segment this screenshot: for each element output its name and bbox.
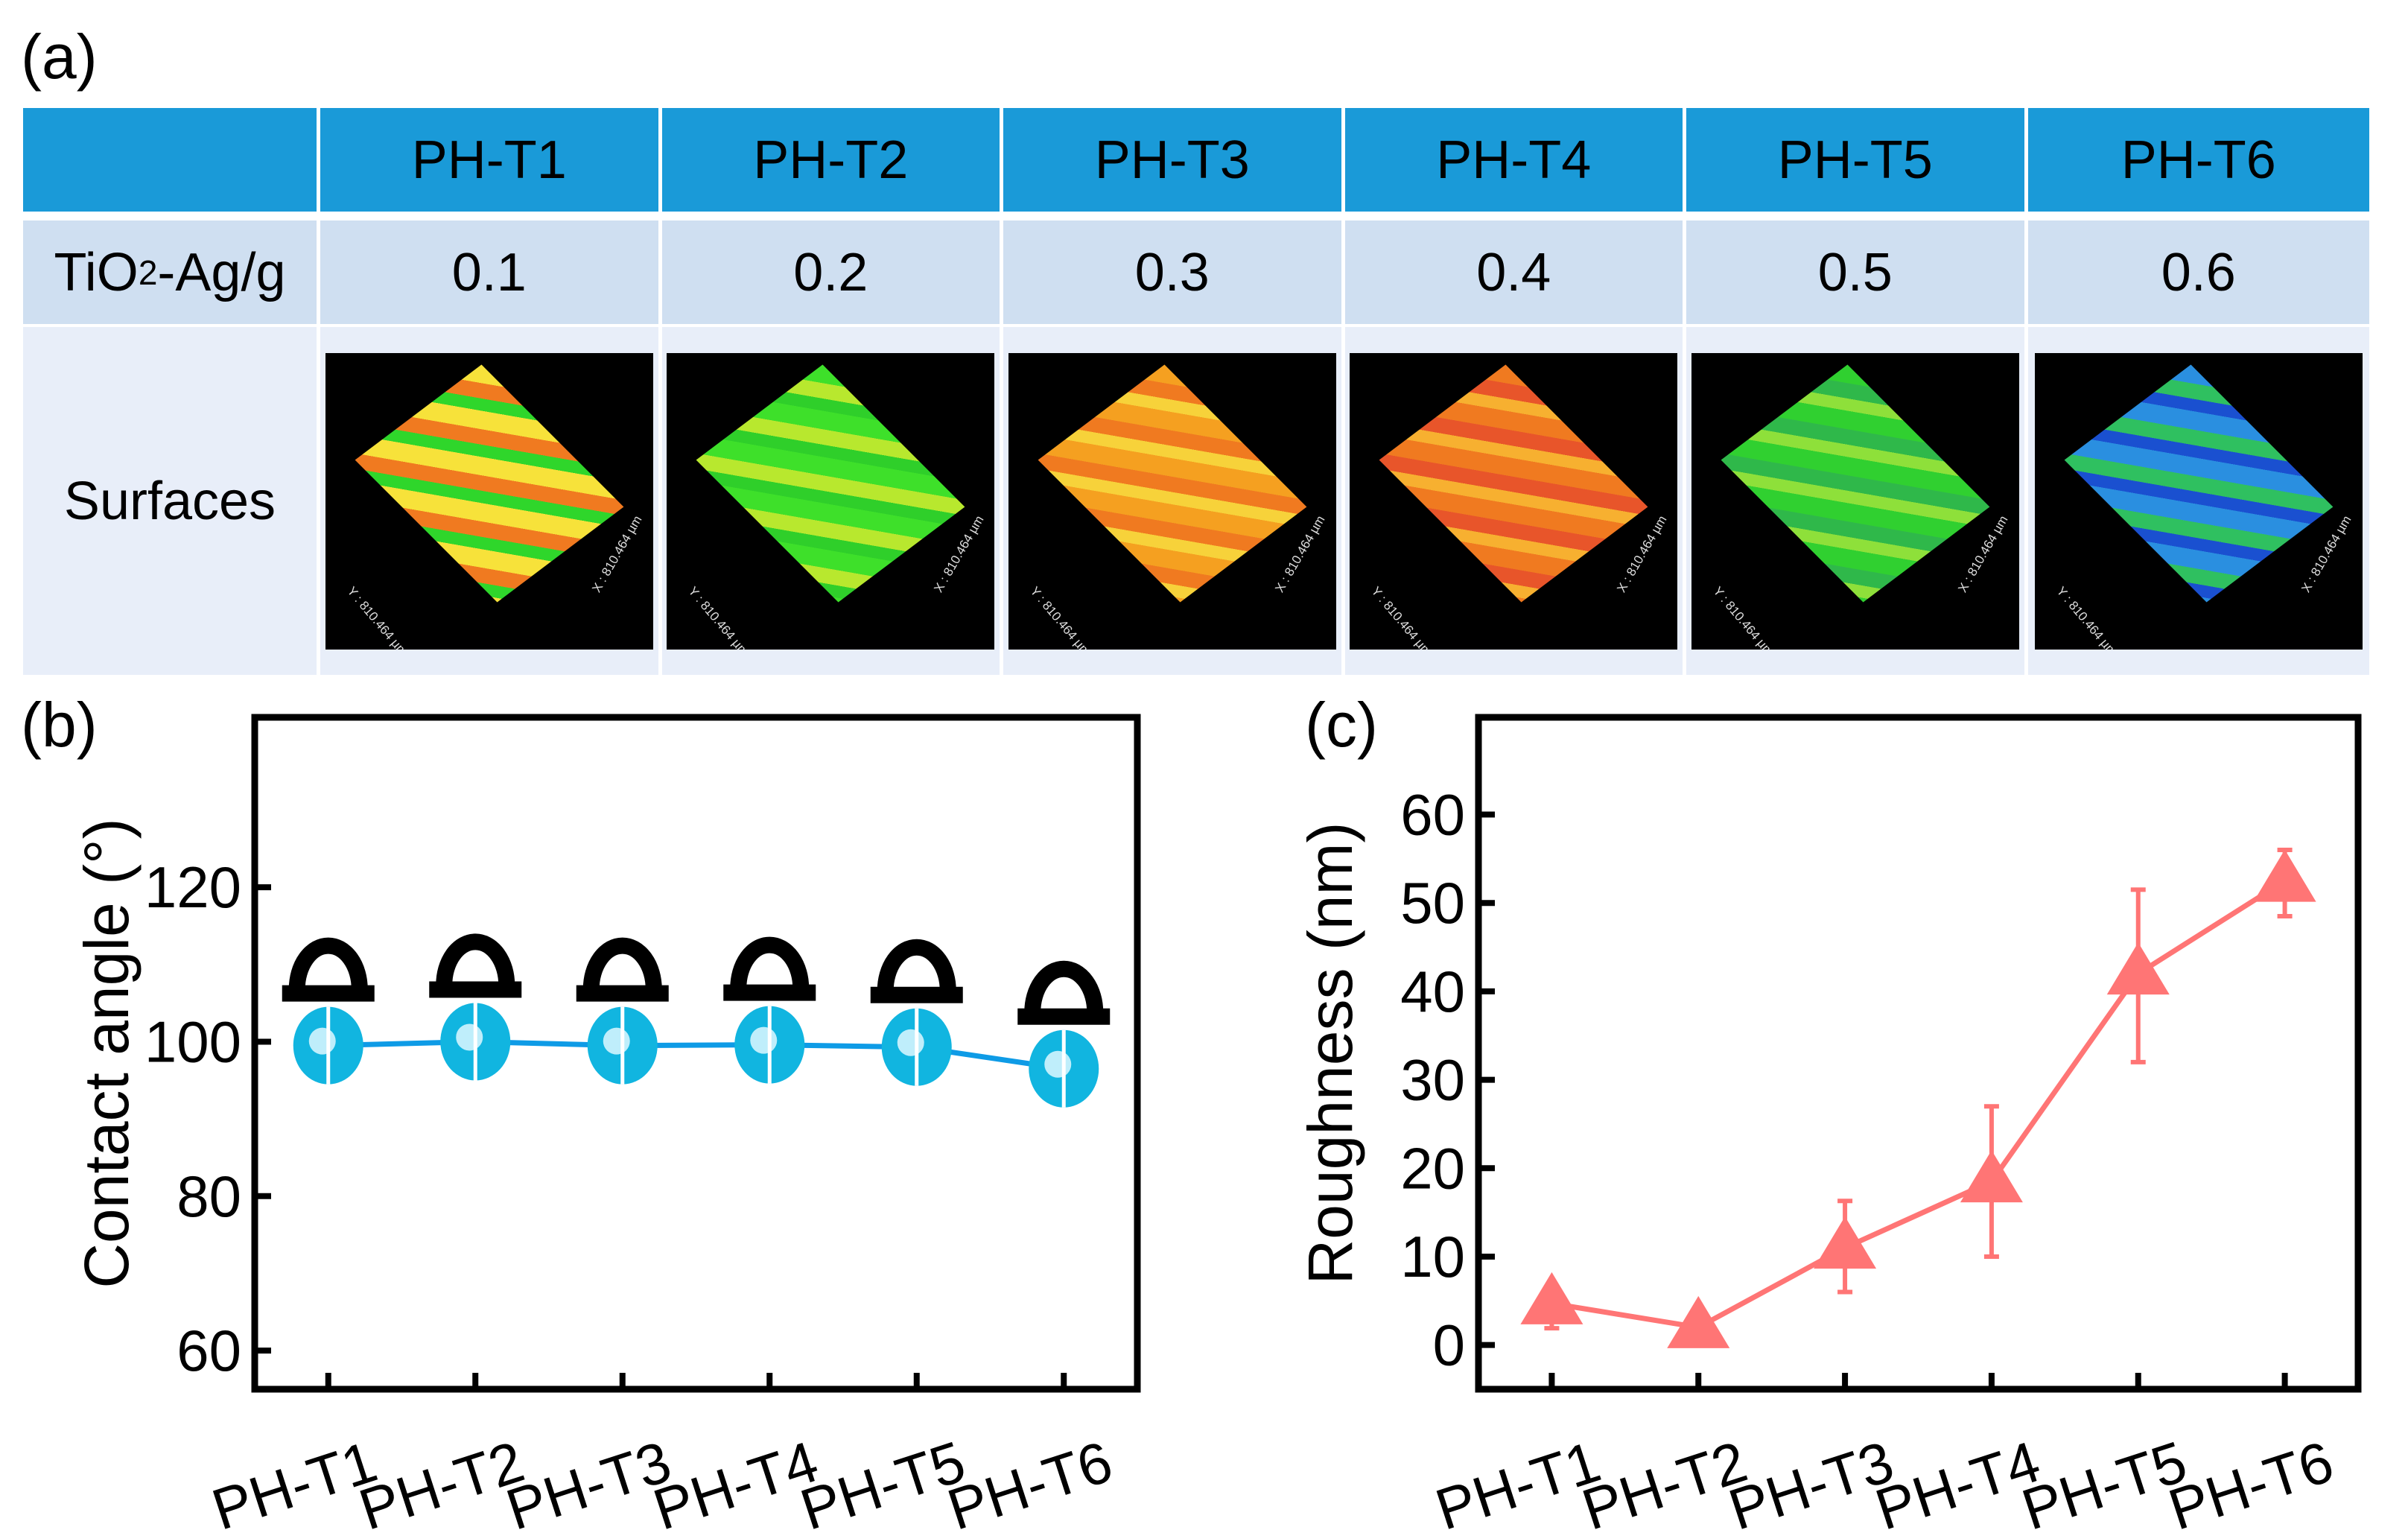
loading-row: TiO 2 -Ag/g 0.1 0.2 0.3 0.4 0.5 0.6 [23,220,2369,324]
y-tick-label: 50 [1400,870,1465,936]
y-tick-label: 60 [1400,782,1465,848]
surface-3d-image: Y : 810.464 µm X : 810.464 µm [667,352,995,650]
data-point-marker [1667,1295,1730,1348]
y-tick-label: 20 [1400,1135,1465,1201]
x-tick-label: PH-T6 [940,1428,1120,1530]
header-cell: PH-T1 [320,108,662,212]
panel-label-a: (a) [21,22,98,92]
data-point-marker [1960,1150,2023,1203]
droplet-image [723,936,816,1001]
data-point-marker [2253,849,2316,902]
data-point-marker [1520,1272,1583,1324]
droplet-image [870,939,963,1003]
y-axis-label: Contact angle (°) [72,818,142,1288]
droplet-image [282,937,375,1002]
surface-cell: Y : 810.464 µm X : 810.464 µm [2028,327,2370,675]
loading-value-cell: 0.3 [1003,220,1345,324]
droplet-image [576,937,669,1002]
marker-highlight [456,1023,483,1051]
series-line [1551,878,2287,1330]
panel-label-c: (c) [1305,690,1378,760]
y-tick-label: 0 [1433,1312,1465,1378]
surface-cell: Y : 810.464 µm X : 810.464 µm [662,327,1003,675]
y-tick-label: 10 [1400,1224,1465,1289]
y-tick-label: 120 [144,854,241,920]
y-axis-label: Roughness (nm) [1295,822,1365,1285]
chart-0: 6080100120PH-T1PH-T2PH-T3PH-T4PH-T5PH-T6… [72,714,1141,1530]
surface-cell: Y : 810.464 µm X : 810.464 µm [1686,327,2028,675]
y-tick-label: 80 [177,1164,241,1229]
surface-3d-image: Y : 810.464 µm X : 810.464 µm [1350,352,1678,650]
y-tick-label: 100 [144,1009,241,1074]
marker-highlight [750,1026,778,1054]
panel-label-b: (b) [21,690,98,760]
axes-frame [251,714,1141,1393]
marker-highlight [1044,1050,1072,1078]
table-header-row: PH-T1 PH-T2 PH-T3 PH-T4 PH-T5 PH-T6 [23,108,2369,212]
surfaces-row: Surfaces Y : 810.464 µm X : 810.464 µm Y :… [23,327,2369,675]
header-cell: PH-T2 [662,108,1003,212]
droplet-image [1017,960,1111,1025]
loading-value-cell: 0.5 [1686,220,2028,324]
surface-cell: Y : 810.464 µm X : 810.464 µm [1003,327,1345,675]
header-cell: PH-T3 [1003,108,1345,212]
marker-highlight [897,1029,924,1056]
surface-3d-image: Y : 810.464 µm X : 810.464 µm [1691,352,2019,650]
header-corner-cell [23,108,320,212]
surfaces-row-label: Surfaces [23,327,320,675]
data-point-marker [2106,942,2170,995]
marker-highlight [603,1027,630,1055]
surface-cell: Y : 810.464 µm X : 810.464 µm [320,327,662,675]
loading-value-cell: 0.6 [2161,242,2236,302]
data-point-marker [1814,1216,1877,1269]
header-cell: PH-T6 [2120,130,2276,190]
surface-cell: Y : 810.464 µm X : 810.464 µm [1345,327,1686,675]
loading-value-cell: 0.4 [1345,220,1686,324]
marker-highlight [308,1027,336,1055]
droplet-image [429,933,522,998]
loading-row-label: TiO 2 -Ag/g [23,220,320,324]
y-tick-label: 30 [1400,1047,1465,1113]
axes-frame [1475,714,2362,1393]
y-tick-label: 40 [1400,959,1465,1024]
surface-3d-image: Y : 810.464 µm X : 810.464 µm [325,352,653,650]
loading-value-cell: 0.2 [662,220,1003,324]
chart-1: 0102030405060PH-T1PH-T2PH-T3PH-T4PH-T5PH… [1295,714,2362,1530]
series-line [328,1038,1064,1072]
header-cell: PH-T5 [1686,108,2028,212]
header-cell: PH-T4 [1345,108,1686,212]
y-tick-label: 60 [177,1318,241,1383]
surface-3d-image: Y : 810.464 µm X : 810.464 µm [2034,352,2363,650]
surface-3d-image: Y : 810.464 µm X : 810.464 µm [1008,352,1336,650]
loading-value-cell: 0.1 [320,220,662,324]
x-tick-label: PH-T6 [2161,1428,2341,1530]
